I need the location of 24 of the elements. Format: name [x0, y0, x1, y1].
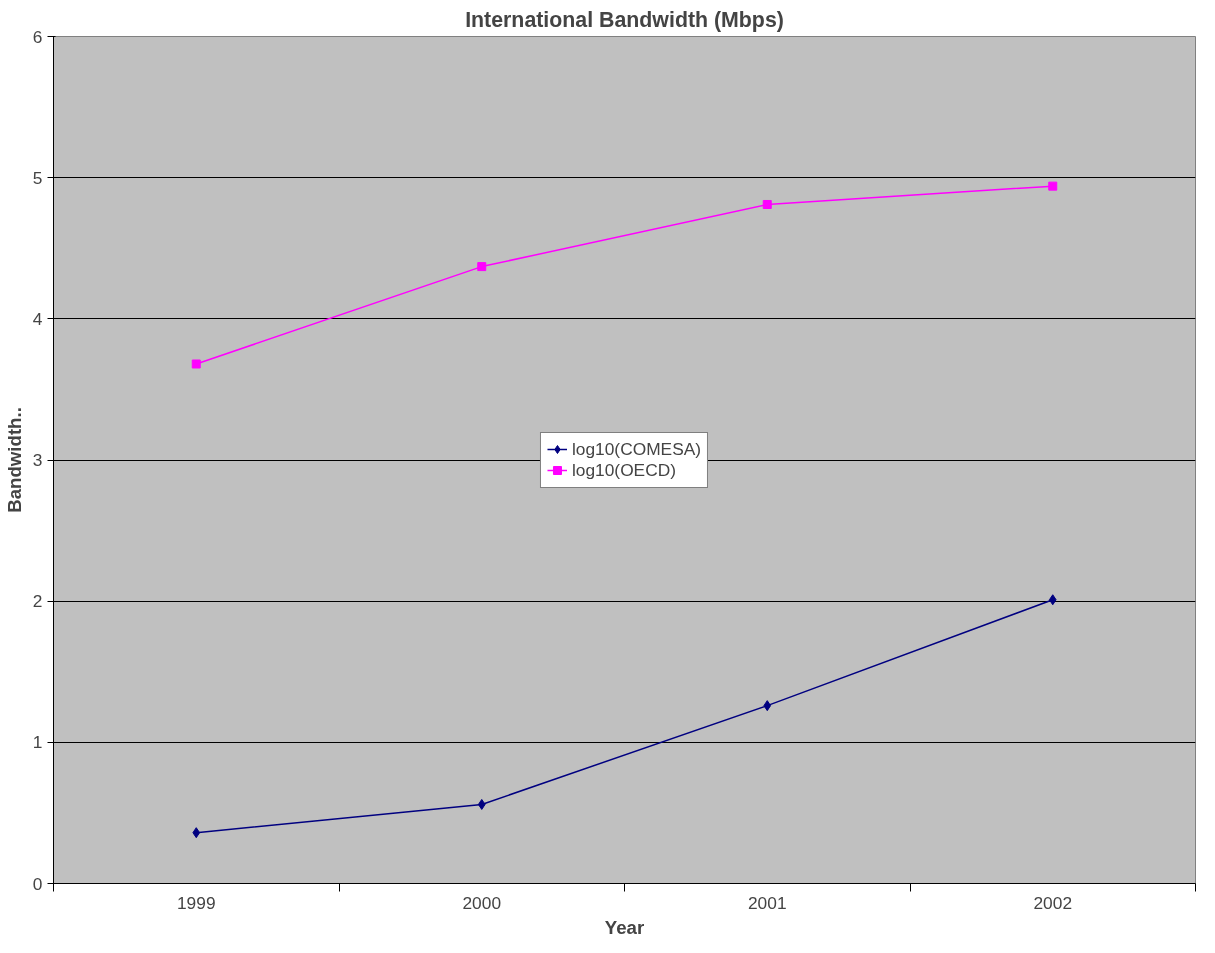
point: [1048, 181, 1058, 191]
y-tick-label: 5: [32, 167, 43, 188]
x-tick-label: 2001: [747, 892, 787, 913]
point: [477, 798, 486, 810]
y-tick-label: 6: [32, 26, 43, 47]
point: [191, 359, 201, 369]
chart-title: International Bandwidth (Mbps): [465, 7, 784, 32]
y-tick-label: 3: [32, 450, 43, 470]
x-tick-label: 2000: [462, 892, 502, 913]
point: [192, 827, 201, 839]
x-tick-label: 2002: [1033, 892, 1073, 913]
point: [762, 199, 772, 209]
point: [763, 700, 772, 712]
y-tick-label: 4: [32, 308, 43, 329]
x-axis-title: Year: [604, 916, 645, 938]
y-axis-title: Bandwidth..: [3, 407, 25, 513]
y-tick-label: 2: [32, 591, 43, 612]
y-tick-label: 1: [32, 732, 43, 753]
point: [477, 262, 487, 272]
x-tick-label: 1999: [176, 892, 216, 913]
legend-label: log10(COMESA): [571, 438, 702, 460]
y-tick-label: 0: [32, 873, 43, 894]
point: [1048, 594, 1057, 606]
legend-label: log10(OECD): [571, 459, 676, 481]
